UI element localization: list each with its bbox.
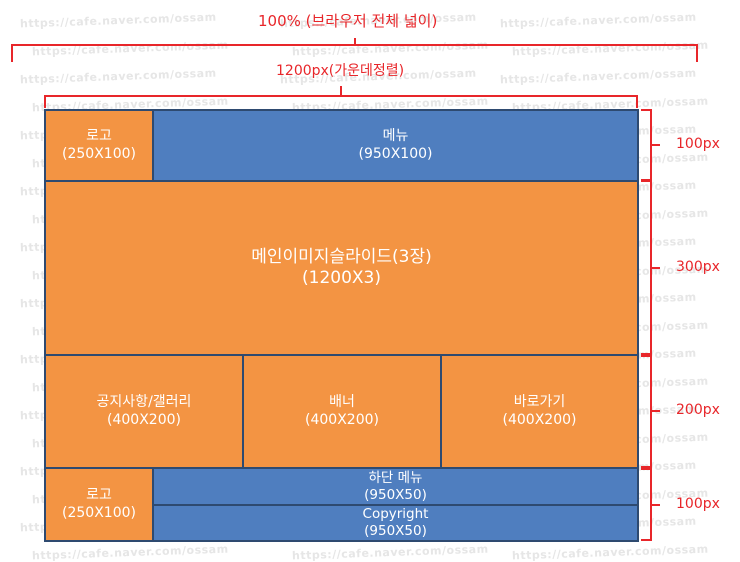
content-width-label: 1200px(가운데정렬): [276, 63, 405, 79]
header-logo-size: (250X100): [62, 145, 136, 162]
banner-title: 배너: [329, 394, 355, 410]
row2-bracket: [641, 180, 652, 355]
content-width-bracket: [44, 95, 638, 108]
footer-menu-size: (950X50): [364, 486, 427, 503]
notice-gallery-block: 공지사항/갤러리 (400X200): [44, 354, 244, 469]
shortcut-size: (400X200): [502, 411, 577, 428]
footer-menu-block: 하단 메뉴 (950X50): [152, 467, 639, 506]
footer-menu-title: 하단 메뉴: [368, 469, 423, 486]
main-slider-size: (1200X3): [302, 268, 381, 288]
footer-logo-size: (250X100): [62, 504, 136, 521]
footer-logo-title: 로고: [86, 487, 112, 503]
shortcut-block: 바로가기 (400X200): [440, 354, 639, 469]
main-slider-title: 메인이미지슬라이드(3장): [251, 246, 432, 267]
notice-gallery-size: (400X200): [107, 411, 181, 428]
main-slider-block: 메인이미지슬라이드(3장) (1200X3): [44, 180, 639, 356]
header-menu-title: 메뉴: [382, 128, 409, 144]
notice-gallery-title: 공지사항/갤러리: [96, 394, 192, 410]
row1-height-label: 100px: [676, 136, 720, 152]
row4-bracket: [641, 468, 652, 541]
copyright-title: Copyright: [362, 506, 429, 523]
footer-logo-block: 로고 (250X100): [44, 467, 154, 542]
copyright-size: (950X50): [364, 523, 427, 539]
header-logo-block: 로고 (250X100): [44, 109, 154, 182]
row1-bracket: [641, 109, 652, 181]
row2-height-label: 300px: [676, 259, 720, 275]
banner-size: (400X200): [305, 411, 379, 428]
header-menu-size: (950X100): [358, 145, 433, 162]
header-menu-block: 메뉴 (950X100): [152, 109, 639, 182]
row3-bracket: [641, 355, 652, 468]
copyright-block: Copyright (950X50): [152, 504, 639, 542]
full-width-label: 100% (브라우저 전체 넓이): [258, 12, 438, 30]
row3-height-label: 200px: [676, 402, 720, 418]
shortcut-title: 바로가기: [513, 394, 566, 410]
row4-height-label: 100px: [676, 496, 720, 512]
header-logo-title: 로고: [86, 128, 112, 144]
banner-block: 배너 (400X200): [242, 354, 442, 469]
